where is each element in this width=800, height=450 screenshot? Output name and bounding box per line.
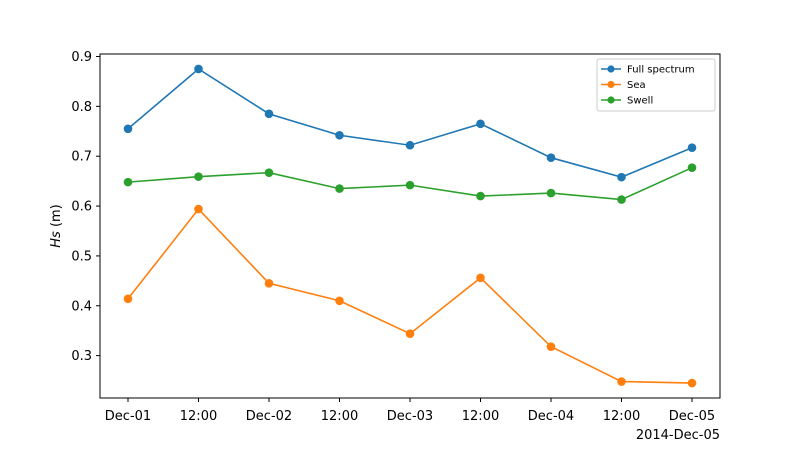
y-axis-label: Hs (m): [49, 204, 64, 248]
legend-label-sea: Sea: [627, 80, 646, 91]
series-sea: [123, 204, 697, 388]
series-swell: [123, 163, 697, 204]
x-axis: Dec-01 12:00 Dec-02 12:00 Dec-03 12:00 Dec-04 1…: [105, 398, 715, 424]
legend-marker-sea: [607, 80, 615, 89]
data-point-swell: [123, 177, 133, 187]
x-tick-label: Dec-05: [669, 409, 715, 424]
legend-label-swell: Swell: [627, 96, 653, 107]
data-point-sea: [687, 378, 697, 388]
series-layer: [123, 64, 697, 388]
data-point-sea: [546, 342, 556, 351]
y-tick-label: 0.7: [71, 150, 92, 165]
data-point-swell: [476, 191, 485, 201]
legend-item-full-spectrum: Full spectrum: [601, 65, 695, 76]
legend-box: [596, 58, 716, 112]
y-tick-label: 0.4: [71, 299, 92, 314]
data-point-sea: [264, 279, 274, 288]
legend: Full spectrum Sea Swell: [596, 58, 716, 112]
data-point-full-spectrum: [405, 140, 415, 150]
data-point-full-spectrum: [335, 130, 344, 140]
data-point-full-spectrum: [123, 124, 133, 134]
data-point-sea: [405, 329, 415, 338]
y-tick-label: 0.5: [71, 249, 92, 264]
y-tick-label: 0.3: [71, 349, 92, 364]
y-axis-label-symbol: Hs: [49, 231, 64, 248]
data-point-swell: [194, 172, 203, 181]
legend-item-swell: Swell: [601, 96, 653, 107]
y-axis-label-unit: (m): [49, 204, 64, 231]
x-tick-label: Dec-01: [105, 409, 151, 424]
legend-marker-full-spectrum: [607, 65, 615, 73]
x-tick-label: 12:00: [321, 409, 358, 424]
x-offset-label: 2014-Dec-05: [636, 428, 720, 443]
data-point-swell: [335, 184, 344, 193]
data-point-full-spectrum: [476, 119, 485, 129]
data-point-sea: [123, 294, 133, 304]
data-point-sea: [476, 273, 485, 283]
data-point-swell: [546, 188, 556, 198]
data-point-sea: [617, 377, 626, 386]
data-point-full-spectrum: [194, 64, 203, 74]
y-tick-label: 0.9: [71, 50, 92, 65]
data-point-swell: [264, 168, 274, 177]
x-tick-label: 12:00: [180, 409, 217, 424]
y-tick-label: 0.8: [71, 100, 92, 115]
x-tick-label: 12:00: [603, 409, 640, 424]
x-tick-label: Dec-04: [528, 409, 574, 424]
y-tick-label: 0.6: [71, 200, 92, 215]
data-point-swell: [617, 195, 626, 204]
legend-marker-swell: [607, 96, 615, 104]
data-point-swell: [687, 163, 697, 172]
legend-item-sea: Sea: [601, 80, 646, 91]
series-full-spectrum: [123, 64, 697, 182]
legend-label-full-spectrum: Full spectrum: [627, 65, 695, 76]
data-point-full-spectrum: [617, 172, 626, 182]
y-axis: 0.3 0.4 0.5 0.6 0.7 0.8 0.9: [71, 50, 100, 364]
x-tick-label: Dec-03: [387, 409, 433, 424]
data-point-full-spectrum: [546, 153, 556, 162]
x-tick-label: Dec-02: [246, 409, 292, 424]
data-point-full-spectrum: [687, 143, 697, 153]
data-point-full-spectrum: [264, 109, 274, 119]
data-point-sea: [335, 296, 344, 306]
data-point-sea: [194, 204, 203, 214]
x-tick-label: 12:00: [462, 409, 499, 424]
data-point-swell: [405, 180, 415, 190]
